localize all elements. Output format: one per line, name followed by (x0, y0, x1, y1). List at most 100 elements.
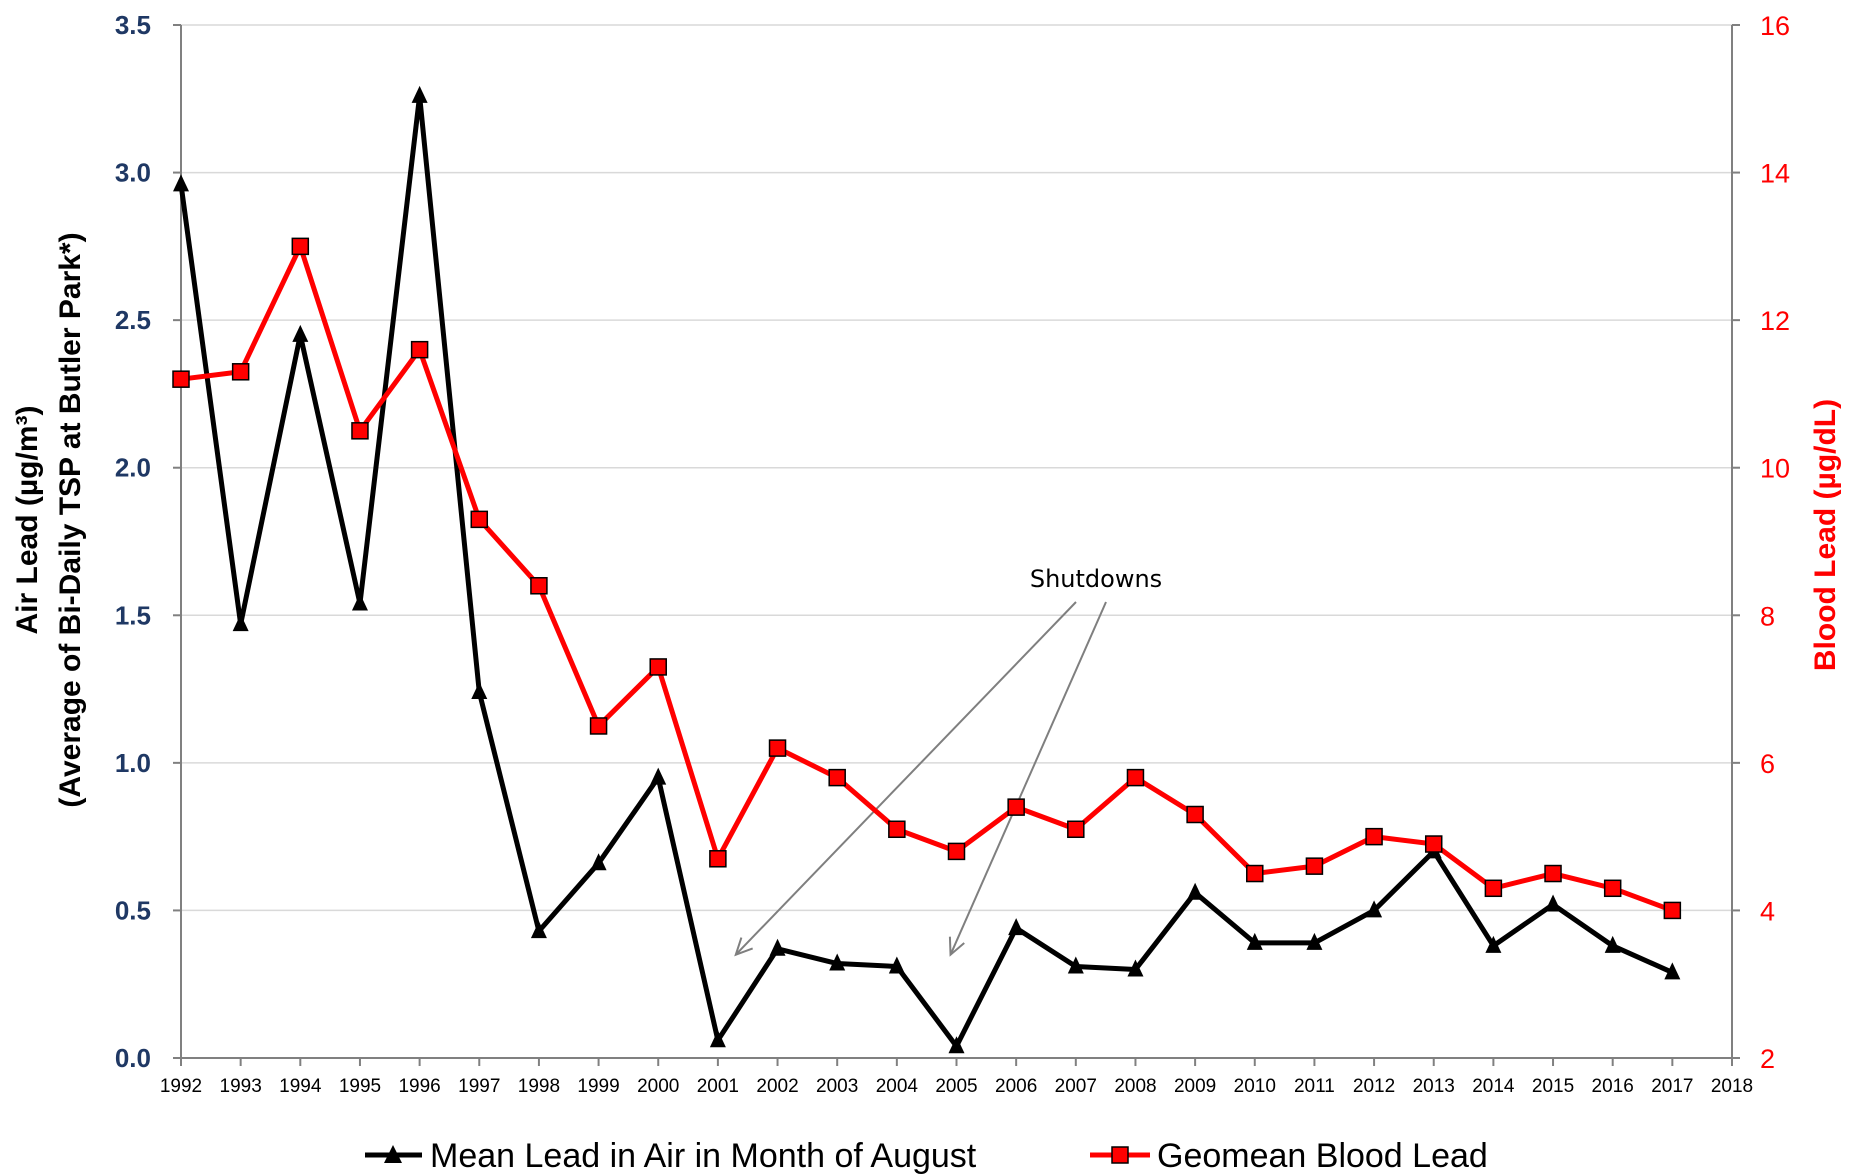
x-tick-label: 2012 (1353, 1076, 1395, 1097)
air-lead-point-1993 (232, 614, 249, 632)
blood-lead-point-1998 (530, 577, 548, 595)
left-tick-label: 2.5 (115, 305, 151, 335)
air-lead-point-2006 (1008, 918, 1025, 936)
x-tick-label: 1999 (577, 1076, 619, 1097)
blood-lead-point-1996 (410, 340, 429, 359)
blood-lead-point-2006 (1007, 798, 1025, 816)
legend-triangle-marker (384, 1145, 402, 1163)
legend-label-blood: Geomean Blood Lead (1157, 1137, 1488, 1175)
blood-lead-point-2014 (1484, 879, 1503, 898)
x-tick-label: 2014 (1472, 1076, 1515, 1097)
blood-lead-point-2017 (1663, 901, 1682, 920)
blood-lead-point-2001 (709, 850, 727, 868)
air-lead-line (178, 93, 1674, 1049)
gridlines (181, 24, 1732, 912)
shutdowns-annotation: Shutdowns (734, 565, 1162, 957)
air-lead-point-2004 (888, 956, 905, 974)
blood-lead-point-2009 (1186, 805, 1204, 824)
legend: Mean Lead in Air in Month of August Geom… (365, 1137, 1488, 1175)
air-lead-point-2000 (650, 767, 667, 785)
x-tick-label: 1998 (518, 1076, 560, 1097)
x-tick-label: 2000 (637, 1076, 679, 1097)
right-tick-label: 16 (1760, 11, 1790, 41)
legend-item-air: Mean Lead in Air in Month of August (365, 1137, 977, 1175)
blood-lead-point-2012 (1365, 827, 1383, 846)
air-lead-point-2008 (1127, 959, 1144, 977)
annotation-arrow-2005 (949, 601, 1107, 956)
right-tick-label: 6 (1760, 749, 1775, 779)
x-tick-label: 2002 (756, 1076, 798, 1097)
x-tick-label: 2003 (816, 1076, 858, 1097)
air-lead-point-2002 (769, 938, 786, 956)
blood-lead-point-1994 (291, 237, 310, 256)
blood-lead-point-2008 (1126, 768, 1145, 787)
legend-item-blood: Geomean Blood Lead (1090, 1137, 1488, 1175)
right-tick-label: 8 (1760, 601, 1775, 631)
x-tick-label: 1992 (160, 1076, 202, 1097)
series-blood-lead (172, 237, 1682, 920)
left-tick-label: 1.0 (115, 748, 151, 778)
air-lead-point-2005 (948, 1036, 965, 1054)
right-tick-label: 10 (1760, 454, 1790, 484)
blood-lead-point-2004 (888, 820, 906, 839)
x-tick-label: 2001 (697, 1076, 739, 1097)
series-air-lead (173, 85, 1681, 1054)
blood-lead-point-2007 (1067, 820, 1085, 839)
left-axis-label-line1: Air Lead (µg/m³) (11, 406, 44, 635)
air-lead-point-2010 (1246, 932, 1263, 950)
air-lead-point-1992 (173, 174, 189, 192)
x-tick-label: 1994 (279, 1076, 322, 1097)
blood-lead-point-2011 (1305, 857, 1324, 875)
air-lead-point-2012 (1366, 900, 1383, 918)
right-tick-label: 4 (1760, 896, 1775, 926)
left-tick-label: 2.0 (115, 453, 151, 483)
x-tick-label: 2011 (1294, 1076, 1335, 1097)
air-lead-point-2011 (1306, 932, 1323, 950)
air-lead-point-1995 (351, 593, 368, 611)
x-axis-ticks: 1992 1993 1994 1995 1996 1997 1998 1999 2000 2001… (160, 1058, 1753, 1097)
air-lead-point-2003 (829, 953, 846, 971)
x-tick-label: 2009 (1174, 1076, 1216, 1097)
blood-lead-point-1992 (172, 370, 190, 388)
right-tick-label: 14 (1760, 159, 1790, 189)
air-lead-point-1998 (530, 921, 547, 939)
x-tick-label: 2004 (876, 1076, 919, 1097)
annotation-arrow-2001 (735, 601, 1077, 956)
legend-square-marker (1111, 1146, 1129, 1164)
blood-lead-line (180, 243, 1674, 913)
x-tick-label: 2006 (995, 1076, 1037, 1097)
annotation-label: Shutdowns (1030, 565, 1162, 593)
air-lead-point-1996 (411, 85, 428, 103)
blood-lead-point-1993 (231, 363, 250, 381)
air-lead-point-2017 (1664, 962, 1681, 980)
air-lead-point-1997 (471, 682, 488, 700)
x-tick-label: 1993 (220, 1076, 262, 1097)
axes (180, 25, 1733, 1059)
x-tick-label: 2017 (1651, 1076, 1693, 1097)
blood-lead-point-2003 (828, 768, 846, 787)
x-tick-label: 2005 (935, 1076, 977, 1097)
x-tick-label: 2008 (1114, 1076, 1156, 1097)
left-tick-label: 0.5 (115, 895, 151, 925)
blood-lead-point-1995 (351, 422, 369, 440)
air-lead-point-2007 (1067, 956, 1084, 974)
blood-lead-point-2015 (1544, 864, 1562, 883)
left-axis-label-line2: (Average of Bi-Daily TSP at Butler Park*… (54, 232, 87, 807)
x-tick-label: 2015 (1532, 1076, 1574, 1097)
x-tick-label: 1996 (398, 1076, 440, 1097)
blood-lead-point-2000 (649, 658, 667, 676)
left-tick-label: 1.5 (115, 600, 151, 630)
blood-lead-point-1997 (470, 510, 489, 529)
blood-lead-point-2002 (768, 739, 787, 757)
x-tick-label: 2013 (1413, 1076, 1455, 1097)
air-lead-point-2016 (1604, 935, 1621, 953)
left-axis-ticks: 0.0 0.5 1.0 1.5 2.0 2.5 3.0 3.5 (115, 10, 181, 1073)
right-axis-ticks: 2 4 6 8 10 12 14 16 (1732, 11, 1790, 1074)
air-lead-point-2014 (1485, 935, 1502, 953)
x-tick-label: 1995 (339, 1076, 381, 1097)
air-lead-point-1994 (292, 324, 309, 342)
air-lead-point-2015 (1545, 894, 1562, 912)
x-tick-label: 2016 (1592, 1076, 1634, 1097)
blood-lead-point-2005 (947, 842, 966, 861)
